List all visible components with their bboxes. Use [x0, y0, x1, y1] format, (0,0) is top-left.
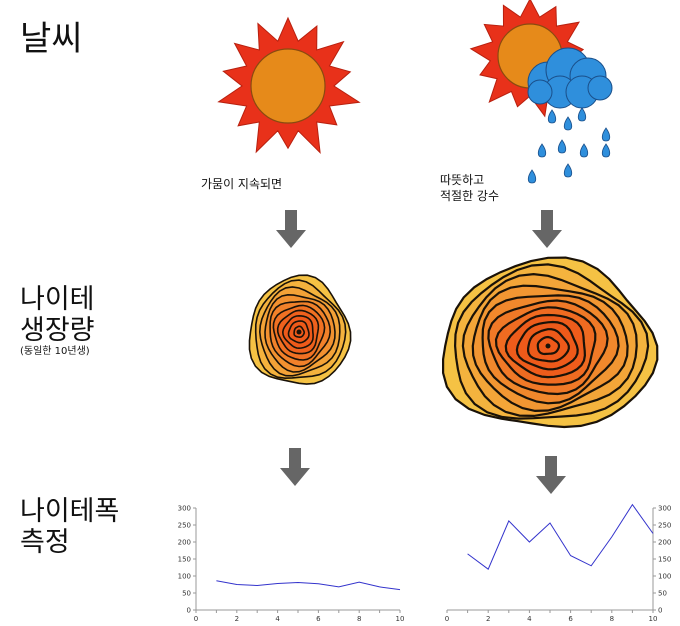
sun-icon	[217, 16, 361, 155]
x-tick-label: 8	[610, 615, 614, 623]
x-tick-label: 0	[445, 615, 449, 623]
y-tick-label: 100	[658, 573, 671, 581]
y-tick-label: 100	[178, 573, 191, 581]
ring-width-chart-drought: 0 50 100 150 200 250 300 0 2 4 6 8 10	[178, 505, 405, 624]
down-arrow-icon	[280, 448, 310, 486]
x-tick-label: 2	[235, 615, 239, 623]
x-tick-label: 10	[649, 615, 658, 623]
cloud-icon	[527, 47, 613, 109]
y-tick-label: 150	[658, 556, 671, 564]
x-tick-label: 2	[486, 615, 490, 623]
x-tick-label: 4	[275, 615, 280, 623]
x-tick-label: 0	[194, 615, 198, 623]
x-tick-label: 6	[568, 615, 573, 623]
y-tick-label: 300	[178, 505, 191, 513]
measure-title-line1: 나이테폭	[20, 496, 120, 527]
drought-caption: 가뭄이 지속되면	[201, 177, 283, 191]
measure-row-title: 나이테폭 측정	[20, 496, 119, 558]
series-line	[467, 503, 654, 570]
warm-rain-caption-line2: 적절한 강수	[440, 189, 500, 203]
down-arrow-icon	[532, 210, 562, 248]
measure-title-line2: 측정	[20, 527, 70, 558]
raindrop-icons	[527, 107, 611, 184]
y-tick-label: 50	[182, 590, 191, 598]
x-tick-label: 10	[396, 615, 405, 623]
x-tick-label: 4	[527, 615, 532, 623]
ring-width-chart-warm-rain: 0 50 100 150 200 250 300 0 2 4 6 8 10	[445, 503, 671, 623]
x-tick-label: 6	[316, 615, 321, 623]
y-tick-label: 300	[658, 505, 671, 513]
y-tick-label: 150	[178, 556, 191, 564]
y-tick-label: 250	[658, 522, 671, 530]
series-line	[216, 580, 401, 591]
y-tick-label: 0	[658, 607, 662, 615]
growth-title-line1: 나이테	[20, 284, 95, 315]
y-tick-label: 200	[178, 539, 191, 547]
y-tick-label: 200	[658, 539, 671, 547]
growth-title-line2: 생장량	[20, 315, 95, 346]
warm-rain-caption: 따뜻하고 적절한 강수	[440, 172, 499, 204]
x-tick-label: 8	[357, 615, 361, 623]
down-arrow-icon	[276, 210, 306, 248]
tree-ring-small	[248, 274, 352, 385]
warm-rain-caption-line1: 따뜻하고	[440, 173, 485, 187]
down-arrow-icon	[536, 456, 566, 494]
y-tick-label: 50	[658, 590, 667, 598]
sun-cloud-rain-icon	[469, 0, 613, 184]
tree-ring-large	[442, 256, 659, 429]
y-tick-label: 250	[178, 522, 191, 530]
weather-row-title: 날씨	[20, 19, 83, 59]
growth-row-title: 나이테 생장량 (동일한 10년생)	[20, 284, 95, 359]
y-tick-label: 0	[187, 607, 191, 615]
growth-subtitle: (동일한 10년생)	[20, 346, 90, 357]
